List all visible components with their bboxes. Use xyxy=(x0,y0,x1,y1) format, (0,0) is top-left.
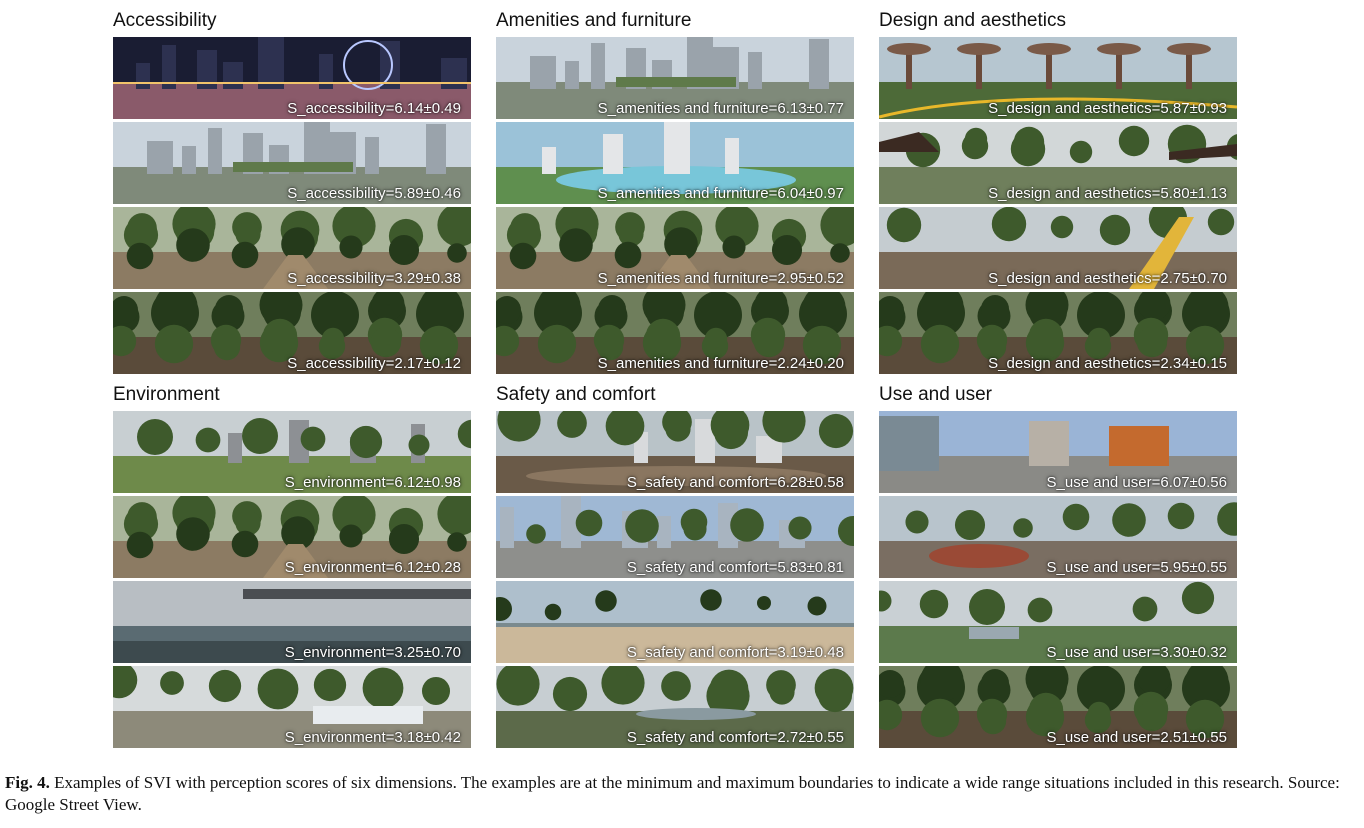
group-title: Environment xyxy=(113,384,220,405)
score-label: S_amenities and furniture=2.95±0.52 xyxy=(597,270,844,287)
caption-text: Examples of SVI with perception scores o… xyxy=(5,773,1340,814)
group-title: Amenities and furniture xyxy=(496,10,692,31)
score-label: S_safety and comfort=2.72±0.55 xyxy=(626,729,844,746)
score-label: S_safety and comfort=6.28±0.58 xyxy=(626,474,844,491)
score-label: S_amenities and furniture=6.04±0.97 xyxy=(597,185,844,202)
street-view-image: S_use and user=2.51±0.55 xyxy=(879,666,1237,748)
score-label: S_environment=6.12±0.98 xyxy=(284,474,461,491)
score-label: S_use and user=3.30±0.32 xyxy=(1046,644,1227,661)
score-label: S_safety and comfort=3.19±0.48 xyxy=(626,644,844,661)
score-label: S_use and user=6.07±0.56 xyxy=(1046,474,1227,491)
group-title: Safety and comfort xyxy=(496,384,656,405)
street-view-image: S_safety and comfort=2.72±0.55 xyxy=(496,666,854,748)
street-view-image: S_amenities and furniture=6.04±0.97 xyxy=(496,122,854,204)
street-view-image: S_environment=3.18±0.42 xyxy=(113,666,471,748)
score-label: S_design and aesthetics=2.75±0.70 xyxy=(988,270,1227,287)
street-view-image: S_accessibility=3.29±0.38 xyxy=(113,207,471,289)
street-view-image: S_design and aesthetics=2.75±0.70 xyxy=(879,207,1237,289)
street-view-image: S_design and aesthetics=2.34±0.15 xyxy=(879,292,1237,374)
score-label: S_use and user=5.95±0.55 xyxy=(1046,559,1227,576)
street-view-image: S_accessibility=6.14±0.49 xyxy=(113,37,471,119)
score-label: S_environment=6.12±0.28 xyxy=(284,559,461,576)
group-design-and-aesthetics: Design and aesthetics S_design and aesth… xyxy=(879,10,1237,375)
street-view-image: S_safety and comfort=5.83±0.81 xyxy=(496,496,854,578)
group-amenities-and-furniture: Amenities and furniture S_amenities and … xyxy=(496,10,854,375)
score-label: S_use and user=2.51±0.55 xyxy=(1046,729,1227,746)
score-label: S_accessibility=6.14±0.49 xyxy=(287,100,461,117)
group-use-and-user: Use and user S_use and user=6.07±0.56 S_… xyxy=(879,384,1237,749)
street-view-image: S_safety and comfort=3.19±0.48 xyxy=(496,581,854,663)
score-label: S_design and aesthetics=2.34±0.15 xyxy=(988,355,1227,372)
score-label: S_accessibility=3.29±0.38 xyxy=(287,270,461,287)
group-environment: Environment S_environment=6.12±0.98 S_en… xyxy=(113,384,471,749)
score-label: S_accessibility=5.89±0.46 xyxy=(287,185,461,202)
street-view-image: S_safety and comfort=6.28±0.58 xyxy=(496,411,854,493)
street-view-image: S_accessibility=5.89±0.46 xyxy=(113,122,471,204)
street-view-image: S_environment=6.12±0.28 xyxy=(113,496,471,578)
score-label: S_design and aesthetics=5.80±1.13 xyxy=(988,185,1227,202)
score-label: S_design and aesthetics=5.87±0.93 xyxy=(988,100,1227,117)
street-view-image: S_amenities and furniture=6.13±0.77 xyxy=(496,37,854,119)
score-label: S_environment=3.18±0.42 xyxy=(284,729,461,746)
group-title: Accessibility xyxy=(113,10,217,31)
group-safety-and-comfort: Safety and comfort S_safety and comfort=… xyxy=(496,384,854,749)
street-view-image: S_use and user=5.95±0.55 xyxy=(879,496,1237,578)
score-label: S_amenities and furniture=6.13±0.77 xyxy=(597,100,844,117)
figure-caption: Fig. 4. Examples of SVI with perception … xyxy=(5,772,1359,816)
street-view-image: S_use and user=6.07±0.56 xyxy=(879,411,1237,493)
street-view-image: S_design and aesthetics=5.87±0.93 xyxy=(879,37,1237,119)
group-accessibility: Accessibility S_accessibility=6.14±0.49 … xyxy=(113,10,471,375)
street-view-image: S_environment=6.12±0.98 xyxy=(113,411,471,493)
score-label: S_amenities and furniture=2.24±0.20 xyxy=(597,355,844,372)
street-view-image: S_accessibility=2.17±0.12 xyxy=(113,292,471,374)
figure-label: Fig. 4. xyxy=(5,773,50,792)
street-view-image: S_environment=3.25±0.70 xyxy=(113,581,471,663)
group-title: Use and user xyxy=(879,384,993,405)
street-view-image: S_use and user=3.30±0.32 xyxy=(879,581,1237,663)
street-view-image: S_amenities and furniture=2.95±0.52 xyxy=(496,207,854,289)
score-label: S_accessibility=2.17±0.12 xyxy=(287,355,461,372)
group-title: Design and aesthetics xyxy=(879,10,1066,31)
score-label: S_environment=3.25±0.70 xyxy=(284,644,461,661)
street-view-image: S_design and aesthetics=5.80±1.13 xyxy=(879,122,1237,204)
score-label: S_safety and comfort=5.83±0.81 xyxy=(626,559,844,576)
street-view-image: S_amenities and furniture=2.24±0.20 xyxy=(496,292,854,374)
